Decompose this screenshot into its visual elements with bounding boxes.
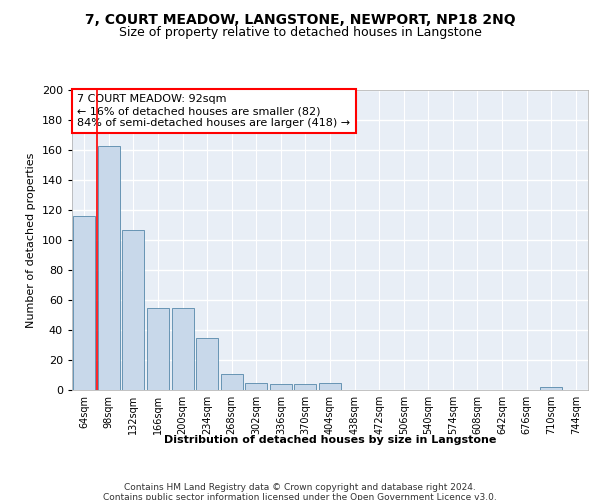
- Bar: [319, 382, 341, 390]
- Bar: [221, 374, 243, 390]
- Bar: [98, 146, 120, 390]
- Bar: [540, 387, 562, 390]
- Bar: [172, 308, 194, 390]
- Bar: [147, 308, 169, 390]
- Text: Distribution of detached houses by size in Langstone: Distribution of detached houses by size …: [164, 435, 496, 445]
- Bar: [270, 384, 292, 390]
- Bar: [245, 382, 268, 390]
- Bar: [73, 216, 95, 390]
- Text: Contains HM Land Registry data © Crown copyright and database right 2024.
Contai: Contains HM Land Registry data © Crown c…: [103, 482, 497, 500]
- Bar: [122, 230, 145, 390]
- Bar: [295, 384, 316, 390]
- Text: Size of property relative to detached houses in Langstone: Size of property relative to detached ho…: [119, 26, 481, 39]
- Text: 7 COURT MEADOW: 92sqm
← 16% of detached houses are smaller (82)
84% of semi-deta: 7 COURT MEADOW: 92sqm ← 16% of detached …: [77, 94, 350, 128]
- Bar: [196, 338, 218, 390]
- Text: 7, COURT MEADOW, LANGSTONE, NEWPORT, NP18 2NQ: 7, COURT MEADOW, LANGSTONE, NEWPORT, NP1…: [85, 12, 515, 26]
- Y-axis label: Number of detached properties: Number of detached properties: [26, 152, 36, 328]
